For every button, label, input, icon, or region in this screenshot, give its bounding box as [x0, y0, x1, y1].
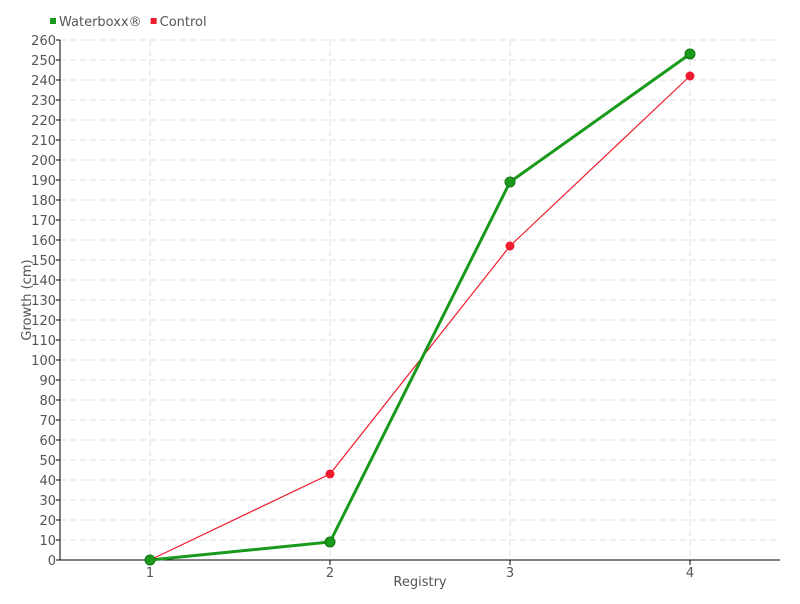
y-tick-label: 260 [31, 34, 56, 49]
legend-swatch [150, 18, 157, 24]
y-tick-label: 90 [39, 374, 56, 389]
legend-label: Waterboxx® [59, 15, 142, 30]
y-tick-label: 110 [31, 334, 56, 349]
data-point [325, 469, 335, 479]
y-tick-label: 130 [31, 294, 56, 309]
y-tick-label: 0 [48, 554, 56, 569]
y-axis-label: Growth (cm) [20, 259, 35, 340]
x-tick-label: 3 [506, 566, 514, 581]
y-tick-label: 20 [39, 514, 56, 529]
data-point [505, 241, 515, 251]
series-line-waterboxx [149, 52, 691, 562]
y-tick-label: 210 [31, 134, 56, 149]
y-tick-label: 190 [31, 174, 56, 189]
y-tick-label: 220 [31, 114, 56, 129]
data-point [504, 176, 516, 188]
y-tick-label: 60 [39, 434, 56, 449]
grid [60, 39, 780, 560]
y-tick-label: 230 [31, 94, 56, 109]
y-tick-label: 100 [31, 354, 56, 369]
data-point [684, 48, 696, 60]
y-tick-label: 30 [39, 494, 56, 509]
y-tick-label: 250 [31, 54, 56, 69]
y-tick-label: 160 [31, 234, 56, 249]
legend: Waterboxx® Control [50, 15, 207, 30]
data-point [324, 536, 336, 548]
legend-swatch [50, 18, 56, 24]
y-tick-label: 40 [39, 474, 56, 489]
series-layer [144, 48, 696, 566]
y-tick-label: 10 [39, 534, 56, 549]
legend-label: Control [160, 15, 207, 30]
y-tick-label: 180 [31, 194, 56, 209]
y-tick-label: 200 [31, 154, 56, 169]
x-tick-label: 4 [686, 566, 694, 581]
y-tick-label: 140 [31, 274, 56, 289]
y-tick-label: 240 [31, 74, 56, 89]
y-tick-label: 120 [31, 314, 56, 329]
y-tick-label: 80 [39, 394, 56, 409]
data-point [144, 554, 156, 566]
data-point [685, 71, 695, 81]
x-axis-label: Registry [393, 575, 447, 590]
y-tick-label: 50 [39, 454, 56, 469]
y-tick-label: 70 [39, 414, 56, 429]
series-line-control [149, 75, 691, 561]
x-tick-label: 2 [326, 566, 334, 581]
y-tick-label: 170 [31, 214, 56, 229]
y-tick-label: 150 [31, 254, 56, 269]
axes: 0 10 20 30 40 50 60 70 80 90 100 110 120 130 140 150 160… [31, 34, 780, 581]
x-tick-label: 1 [146, 566, 154, 581]
